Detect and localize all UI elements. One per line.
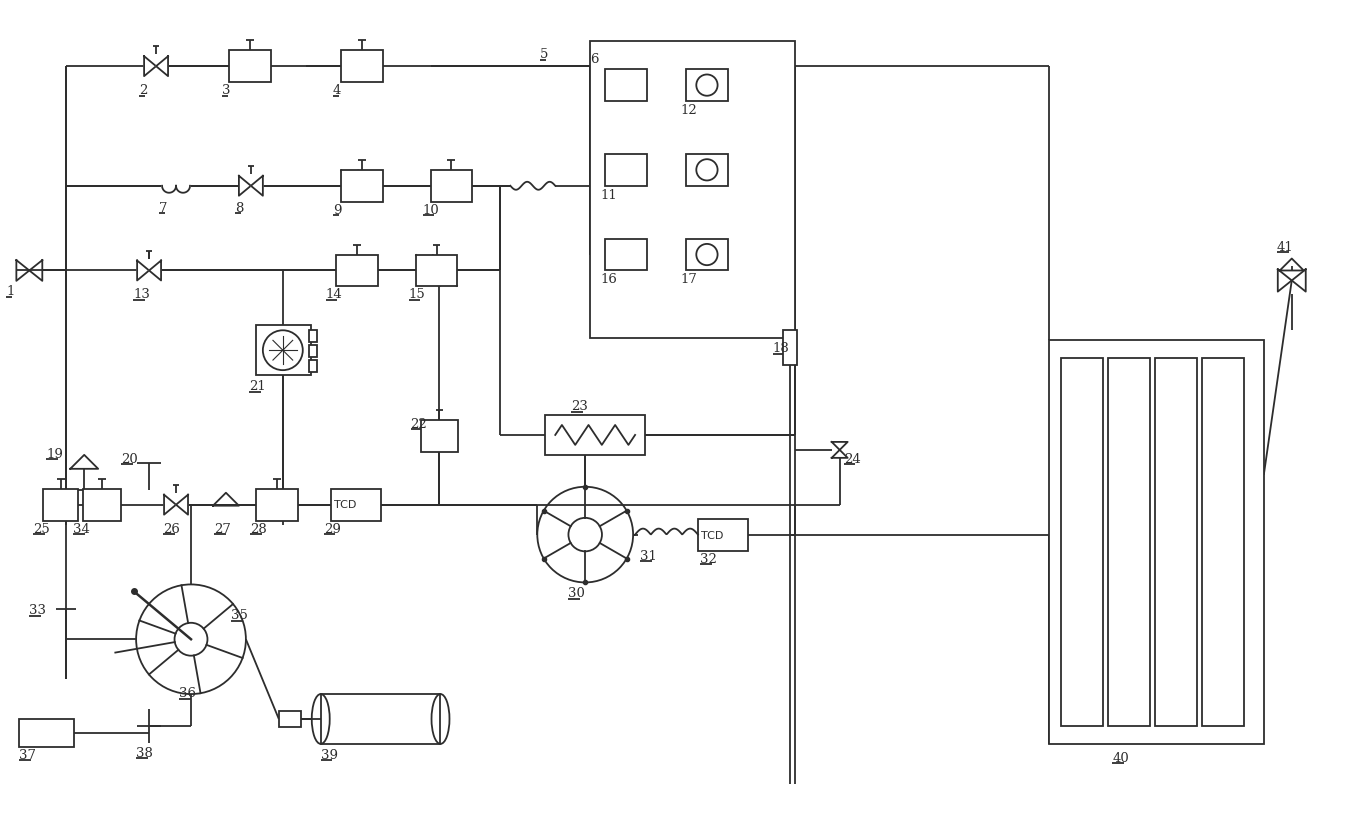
Text: 33: 33 <box>29 605 46 618</box>
Text: 1: 1 <box>7 285 15 299</box>
Bar <box>430 170 472 202</box>
Text: 36: 36 <box>179 687 197 700</box>
Text: 31: 31 <box>640 550 657 562</box>
Text: TCD: TCD <box>333 500 356 509</box>
Bar <box>44 489 78 521</box>
Text: 28: 28 <box>250 523 266 536</box>
Text: TCD: TCD <box>702 531 723 541</box>
Bar <box>1061 358 1103 726</box>
Bar <box>420 420 459 452</box>
Polygon shape <box>156 56 168 76</box>
Text: 19: 19 <box>46 448 63 461</box>
Text: 39: 39 <box>321 749 337 762</box>
Polygon shape <box>136 261 149 280</box>
Text: 12: 12 <box>680 104 696 117</box>
Bar <box>545 415 646 455</box>
Text: 3: 3 <box>222 84 231 97</box>
Text: 10: 10 <box>423 203 440 217</box>
Text: 9: 9 <box>333 203 341 217</box>
Bar <box>229 50 270 82</box>
Text: 16: 16 <box>601 274 617 286</box>
Bar <box>1155 358 1197 726</box>
Bar <box>278 711 300 727</box>
Text: 21: 21 <box>248 380 266 393</box>
Bar <box>590 41 794 338</box>
Bar <box>341 50 382 82</box>
Bar <box>321 694 441 744</box>
Text: 32: 32 <box>700 552 717 566</box>
Text: 23: 23 <box>571 400 588 413</box>
Polygon shape <box>176 495 188 514</box>
Bar <box>83 489 121 521</box>
Text: 35: 35 <box>231 609 248 623</box>
Bar <box>330 489 381 521</box>
Bar <box>1203 358 1244 726</box>
Polygon shape <box>164 495 176 514</box>
Polygon shape <box>239 176 251 196</box>
Text: 22: 22 <box>411 418 427 431</box>
Polygon shape <box>145 56 156 76</box>
Polygon shape <box>149 261 161 280</box>
Text: 26: 26 <box>162 523 180 536</box>
Text: 41: 41 <box>1276 241 1294 254</box>
Text: 4: 4 <box>333 84 341 97</box>
Text: 17: 17 <box>680 274 698 286</box>
Text: 34: 34 <box>74 523 90 536</box>
Text: 5: 5 <box>541 48 549 61</box>
Polygon shape <box>251 176 263 196</box>
Text: 14: 14 <box>326 289 343 301</box>
Bar <box>336 255 378 286</box>
Bar <box>605 154 647 186</box>
Bar <box>698 519 748 551</box>
Text: 13: 13 <box>134 289 150 301</box>
Bar <box>255 325 311 375</box>
Bar <box>605 238 647 270</box>
Text: 2: 2 <box>139 84 147 97</box>
Text: 11: 11 <box>601 189 617 202</box>
Text: 6: 6 <box>590 53 599 66</box>
Bar <box>255 489 298 521</box>
Bar <box>415 255 457 286</box>
Text: 38: 38 <box>136 747 153 760</box>
Text: 18: 18 <box>773 342 789 356</box>
Bar <box>1050 340 1264 744</box>
Bar <box>687 69 728 101</box>
Bar <box>687 154 728 186</box>
Bar <box>308 345 317 357</box>
Bar <box>19 719 74 747</box>
Text: 15: 15 <box>408 289 426 301</box>
Bar <box>1108 358 1151 726</box>
Text: 30: 30 <box>568 587 586 600</box>
Text: 25: 25 <box>33 523 51 536</box>
Text: 37: 37 <box>19 749 37 762</box>
Bar <box>341 170 382 202</box>
Text: 8: 8 <box>235 202 243 215</box>
Text: 27: 27 <box>214 523 231 536</box>
Text: 7: 7 <box>160 202 168 215</box>
Text: 20: 20 <box>121 453 138 466</box>
Bar <box>782 330 797 366</box>
Text: 40: 40 <box>1112 752 1129 765</box>
Text: 24: 24 <box>844 453 860 466</box>
Bar <box>308 361 317 372</box>
Bar <box>308 330 317 342</box>
Bar <box>605 69 647 101</box>
Text: 29: 29 <box>324 523 341 536</box>
Bar <box>687 238 728 270</box>
